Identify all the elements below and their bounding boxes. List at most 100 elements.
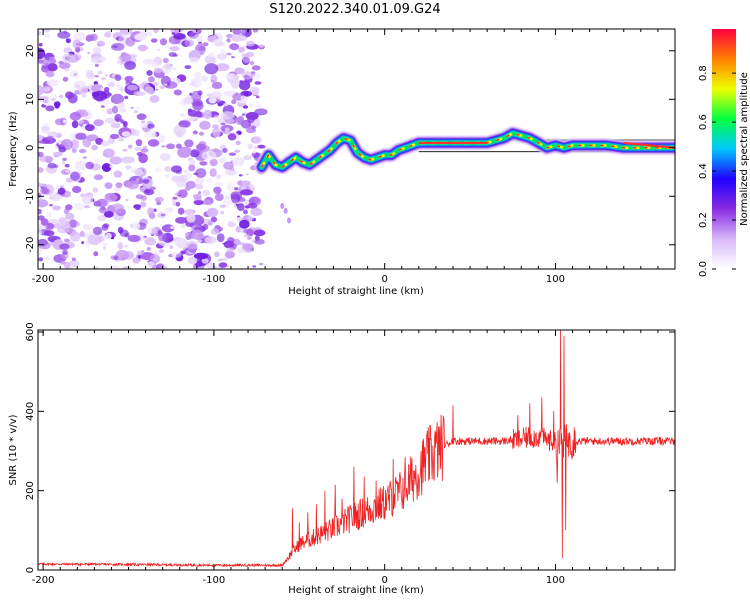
noise-speckle: [70, 139, 80, 150]
noise-speckle: [215, 63, 230, 72]
noise-speckle: [207, 209, 214, 213]
noise-speckle: [105, 232, 112, 240]
noise-speckle: [218, 259, 223, 262]
noise-speckle: [101, 163, 112, 172]
noise-speckle: [210, 168, 218, 177]
noise-speckle: [138, 178, 144, 184]
y-tick-label: 20: [25, 44, 36, 57]
noise-speckle: [219, 204, 227, 208]
noise-speckle: [157, 48, 161, 52]
chart-title: S120.2022.340.01.09.G24: [269, 2, 440, 17]
noise-speckle: [47, 63, 58, 72]
noise-speckle: [159, 152, 171, 162]
noise-speckle: [56, 143, 60, 147]
noise-speckle: [147, 227, 158, 235]
colorbar-tick-label: 0.4: [698, 163, 709, 179]
noise-speckle: [222, 197, 233, 207]
noise-speckle: [143, 58, 155, 65]
noise-speckle: [218, 157, 227, 163]
y-tick-label: -10: [25, 188, 36, 204]
noise-speckle: [222, 242, 226, 245]
noise-speckle: [38, 167, 44, 173]
noise-speckle: [59, 185, 65, 188]
noise-speckle: [153, 208, 157, 212]
y-tick-label: 0: [25, 145, 36, 151]
noise-speckle: [247, 236, 252, 240]
noise-speckle: [126, 180, 139, 190]
noise-speckle: [38, 135, 43, 141]
noise-speckle: [217, 103, 223, 107]
noise-speckle: [125, 37, 136, 47]
noise-speckle: [253, 145, 259, 150]
noise-speckle: [41, 123, 51, 135]
noise-speckle: [82, 136, 92, 148]
noise-speckle: [223, 103, 228, 107]
noise-speckle: [237, 197, 246, 202]
noise-speckle: [228, 152, 237, 156]
noise-speckle: [248, 103, 254, 108]
noise-speckle: [218, 262, 228, 268]
noise-speckle: [169, 245, 174, 249]
noise-speckle: [134, 146, 142, 151]
noise-speckle: [249, 86, 260, 96]
noise-speckle: [44, 257, 51, 261]
noise-speckle: [113, 187, 122, 192]
colorbar-tick-label: 0.0: [698, 261, 709, 277]
noise-speckle: [175, 217, 188, 224]
noise-speckle: [100, 105, 105, 108]
noise-speckle: [93, 46, 101, 55]
noise-speckle: [139, 123, 149, 128]
noise-speckle: [171, 251, 182, 258]
noise-speckle: [250, 207, 263, 216]
noise-speckle: [67, 93, 78, 104]
noise-speckle: [160, 213, 166, 217]
noise-speckle: [147, 261, 156, 268]
noise-speckle: [112, 105, 119, 114]
snr-y-label: SNR (10 * v/v): [8, 414, 19, 485]
noise-speckle: [93, 200, 102, 207]
x-tick-label: 0: [381, 274, 387, 285]
noise-speckle: [137, 44, 148, 52]
noise-speckle: [38, 151, 44, 158]
noise-speckle: [39, 155, 54, 163]
noise-speckle: [201, 150, 217, 161]
noise-speckle: [194, 184, 204, 190]
noise-speckle: [229, 167, 235, 171]
noise-speckle: [183, 96, 194, 104]
noise-speckle: [62, 249, 68, 255]
noise-speckle: [172, 196, 178, 200]
noise-speckle: [57, 31, 71, 39]
noise-speckle: [176, 177, 186, 188]
noise-speckle: [122, 148, 128, 152]
noise-speckle: [85, 34, 95, 42]
noise-speckle: [38, 248, 43, 256]
noise-speckle: [259, 262, 264, 266]
noise-speckle: [202, 224, 209, 230]
noise-speckle: [241, 180, 251, 187]
noise-speckle: [38, 197, 43, 201]
noise-speckle: [65, 170, 70, 174]
noise-speckle: [70, 171, 80, 181]
noise-speckle: [142, 179, 150, 184]
y-tick-label: 200: [25, 481, 36, 500]
noise-speckle: [247, 215, 255, 221]
noise-speckle: [85, 124, 95, 132]
noise-speckle: [224, 250, 236, 259]
noise-speckle: [38, 208, 42, 215]
noise-speckle: [124, 75, 134, 83]
noise-speckle: [224, 195, 230, 199]
noise-speckle: [62, 76, 69, 82]
noise-speckle: [134, 169, 144, 176]
noise-speckle: [241, 71, 254, 80]
noise-speckle: [105, 74, 108, 77]
noise-speckle: [135, 194, 144, 200]
noise-speckle: [162, 266, 167, 269]
noise-speckle: [40, 218, 49, 226]
noise-speckle: [183, 172, 193, 180]
noise-speckle: [114, 74, 122, 81]
noise-speckle: [189, 81, 196, 87]
noise-speckle: [147, 207, 155, 217]
noise-speckle: [52, 191, 58, 195]
noise-speckle: [204, 236, 217, 244]
